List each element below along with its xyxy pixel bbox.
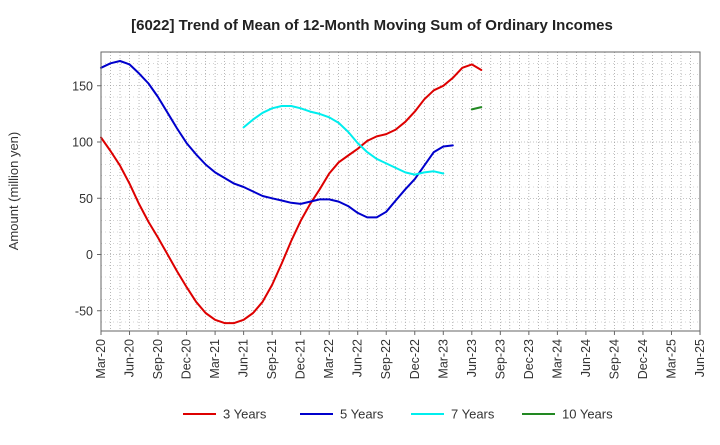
- x-tick-label: Jun-20: [123, 339, 137, 377]
- x-tick-label: Mar-24: [550, 339, 564, 379]
- x-tick-labels: Mar-20 Jun-20 Sep-20 Dec-20 Mar-21 Jun-21 Sep-…: [94, 331, 707, 379]
- x-tick-label: Jun-25: [693, 339, 707, 377]
- x-tick-label: Mar-25: [664, 339, 678, 379]
- x-tick-label: Jun-24: [579, 339, 593, 377]
- x-tick-label: Dec-24: [636, 339, 650, 379]
- series-layer: [100, 60, 483, 325]
- x-tick-label: Sep-24: [607, 339, 621, 379]
- x-tick-label: Dec-23: [522, 339, 536, 379]
- legend-label-5-years: 5 Years: [340, 407, 384, 422]
- x-tick-label: Sep-23: [493, 339, 507, 379]
- x-tick-label: Mar-23: [436, 339, 450, 379]
- y-tick-label: 50: [79, 192, 93, 206]
- x-tick-label: Mar-21: [208, 339, 222, 379]
- y-tick-label: 150: [72, 79, 93, 93]
- y-tick-label: -50: [75, 304, 93, 318]
- chart-title: [6022] Trend of Mean of 12-Month Moving …: [131, 17, 613, 34]
- legend-label-3-years: 3 Years: [223, 407, 267, 422]
- series-line-10-years: [470, 106, 483, 111]
- x-tick-label: Jun-21: [237, 339, 251, 377]
- series-line-7-years: [242, 105, 445, 176]
- legend: 3 Years 5 Years 7 Years 10 Years: [183, 407, 613, 422]
- x-tick-label: Sep-20: [151, 339, 165, 379]
- y-tick-label: 100: [72, 136, 93, 150]
- grid-layer: [101, 52, 700, 331]
- y-tick-labels: -50 0 50 100 150: [72, 79, 101, 318]
- x-tick-label: Sep-21: [265, 339, 279, 379]
- legend-label-7-years: 7 Years: [451, 407, 495, 422]
- x-tick-label: Dec-22: [408, 339, 422, 379]
- series-line-3-years: [100, 63, 483, 325]
- x-tick-label: Jun-22: [351, 339, 365, 377]
- x-tick-label: Sep-22: [379, 339, 393, 379]
- x-tick-label: Mar-22: [322, 339, 336, 379]
- x-tick-label: Jun-23: [465, 339, 479, 377]
- series-line-5-years: [100, 60, 454, 219]
- x-tick-label: Dec-20: [180, 339, 194, 379]
- y-axis-label: Amount (million yen): [6, 132, 21, 251]
- x-tick-label: Dec-21: [294, 339, 308, 379]
- y-tick-label: 0: [86, 248, 93, 262]
- x-tick-label: Mar-20: [94, 339, 108, 379]
- legend-label-10-years: 10 Years: [562, 407, 613, 422]
- plot-frame: [100, 51, 701, 332]
